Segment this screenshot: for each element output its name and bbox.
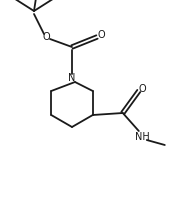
- Text: NH: NH: [135, 132, 150, 142]
- Text: O: O: [139, 84, 147, 94]
- Text: O: O: [42, 32, 50, 42]
- Text: N: N: [68, 73, 76, 82]
- Text: O: O: [97, 30, 105, 40]
